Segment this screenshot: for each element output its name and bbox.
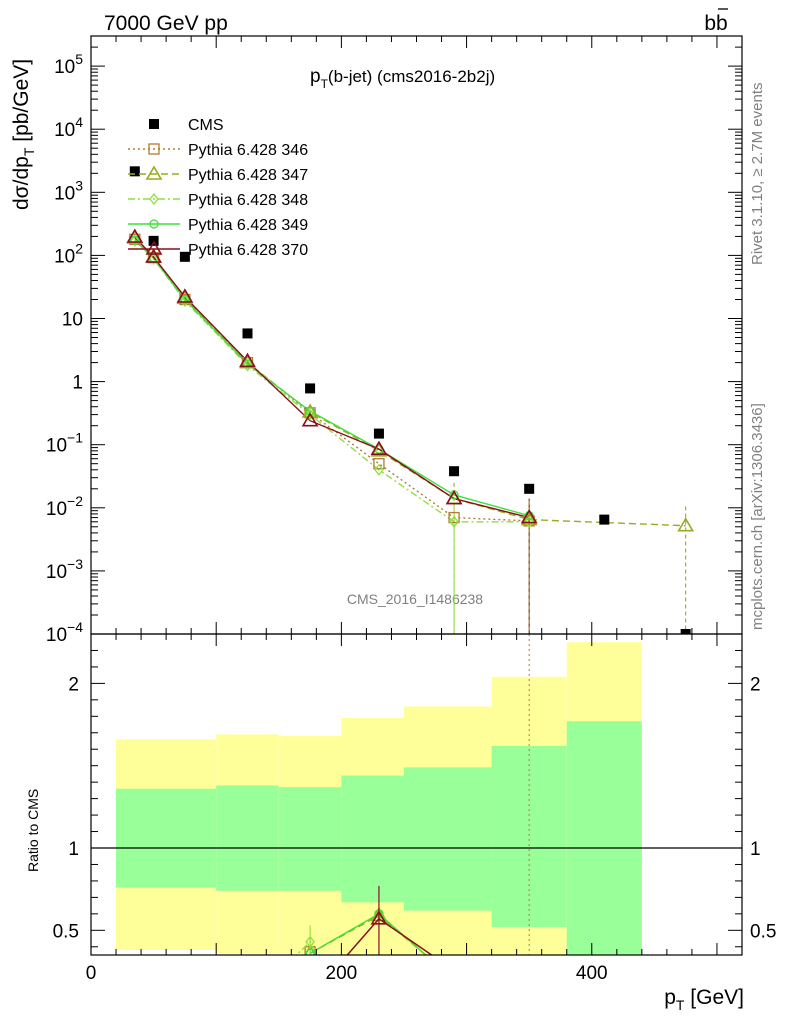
data-point: [599, 514, 610, 525]
y-tick-label: 10−4: [46, 619, 83, 646]
ratio-y-tick-label: 1: [68, 839, 79, 860]
point-p349: [180, 294, 190, 305]
data-point: [148, 235, 159, 246]
ratio-y-tick-label: 0.5: [53, 921, 79, 942]
ratio-y-tick-label-right: 2: [750, 674, 761, 695]
data-point: [179, 251, 190, 262]
axes: 0 200 40010510410310210110−110−210−310−40.…: [46, 35, 776, 984]
band-inner-bin: [566, 721, 642, 955]
main-series: [126, 166, 695, 634]
y-tick-label: 1: [72, 373, 83, 394]
point-p370: [301, 412, 319, 427]
ratio-uncertainty-bands: [91, 642, 742, 955]
legend: CMS Pythia 6.428 346 Pythia 6.428 347 Pythi…: [128, 117, 308, 259]
ratio-y-tick-label-right: 1: [750, 839, 761, 860]
point-p370: [520, 508, 538, 524]
data-point: [449, 466, 460, 477]
point-p348: [524, 515, 535, 528]
y-tick-label: 10−2: [46, 493, 83, 520]
point-p348: [305, 408, 315, 421]
legend-marker-p349: [149, 219, 159, 229]
svg-text:b: b: [704, 12, 716, 35]
legend-label-p347: Pythia 6.428 347: [188, 167, 308, 184]
point-p346: [373, 458, 385, 470]
point-p370: [126, 228, 144, 243]
data-point: [129, 166, 140, 177]
band-inner-bin: [341, 775, 404, 903]
point-p370: [239, 352, 256, 368]
plot-title: pT(b-jet) (cms2016-2b2j): [310, 66, 495, 91]
series-line-p348: [134, 240, 530, 523]
data-point: [305, 383, 316, 394]
x-tick-label: 0: [86, 963, 97, 984]
energy-label: 7000 GeV pp: [104, 12, 228, 35]
data-point: [680, 629, 691, 634]
point-p348: [129, 234, 140, 247]
main-series-group: [126, 166, 695, 634]
point-p346: [448, 511, 460, 524]
legend-marker-p370: [145, 240, 163, 255]
y-tick-label: 10: [62, 310, 83, 331]
point-p370: [445, 489, 463, 505]
series-line-p370: [134, 236, 530, 519]
point-p370: [176, 288, 194, 303]
side-text-bottom: mcplots.cern.ch [arXiv:1306.3436]: [749, 403, 766, 630]
point-p347: [677, 517, 695, 532]
y-axis-label: dσ/dpT [pb/GeV]: [10, 59, 37, 210]
band-inner-bin: [491, 745, 567, 928]
ratio-y-axis-label: Ratio to CMS: [25, 789, 41, 872]
legend-marker-p348: [149, 192, 159, 206]
ratio-point-p370: [370, 910, 388, 925]
side-text-top: Rivet 3.1.10, ≥ 2.7M events: [749, 83, 766, 266]
point-p348: [242, 359, 253, 372]
point-p370: [145, 248, 162, 263]
band-inner-bin: [278, 787, 342, 891]
band-inner-bin: [116, 788, 217, 888]
y-tick-label: 103: [54, 177, 83, 204]
x-axis-label: pT [GeV]: [664, 986, 744, 1013]
band-inner-bin: [403, 767, 492, 911]
point-p348: [374, 463, 384, 476]
legend-label-p370: Pythia 6.428 370: [188, 242, 308, 259]
legend-label-p349: Pythia 6.428 349: [188, 217, 308, 234]
process-label: b b: [704, 8, 728, 35]
x-tick-label: 200: [326, 963, 358, 984]
y-tick-label: 10−1: [46, 430, 83, 457]
y-tick-label: 10−3: [46, 556, 83, 583]
legend-marker-p347: [145, 165, 163, 180]
point-p348: [449, 515, 459, 528]
series-line-p347: [134, 237, 686, 527]
data-point: [524, 483, 535, 494]
point-p349: [242, 359, 253, 369]
point-p370: [370, 440, 388, 455]
point-p348: [148, 252, 159, 265]
legend-label-p348: Pythia 6.428 348: [188, 192, 308, 209]
ratio-point-p349: [305, 948, 315, 955]
data-point: [373, 428, 384, 439]
x-tick-label: 400: [576, 963, 608, 984]
ratio-y-tick-label: 2: [68, 674, 79, 695]
svg-text:b: b: [716, 12, 728, 35]
ratio-series-group: [295, 634, 530, 955]
y-tick-label: 104: [54, 114, 83, 141]
ratio-point-p348: [305, 935, 315, 948]
band-inner-bin: [216, 785, 279, 891]
watermark: CMS_2016_I1486238: [347, 591, 483, 607]
y-tick-label: 102: [54, 240, 83, 267]
legend-label-data: CMS: [188, 117, 224, 134]
point-p349: [130, 235, 140, 245]
series-line-p349: [134, 239, 530, 517]
series-line-p346: [134, 238, 530, 522]
legend-marker-p346: [148, 143, 160, 155]
legend-label-p346: Pythia 6.428 346: [188, 142, 308, 159]
data-point: [242, 328, 253, 339]
y-tick-label: 105: [54, 51, 83, 78]
legend-marker-cms: [149, 119, 159, 129]
point-p348: [180, 294, 190, 307]
ratio-y-tick-label-right: 0.5: [750, 921, 776, 942]
ratio-series: [295, 634, 530, 955]
